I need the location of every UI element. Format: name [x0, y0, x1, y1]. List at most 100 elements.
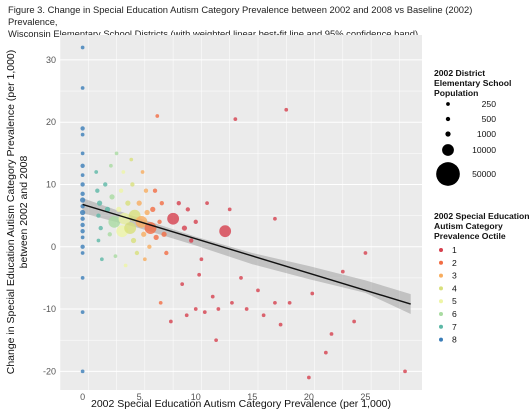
data-point: [123, 263, 128, 268]
data-point: [116, 206, 122, 213]
data-point: [136, 200, 142, 206]
color-legend-title-3: Prevalence Octile: [434, 231, 506, 241]
data-point: [130, 182, 135, 187]
y-axis-title-line-1: Change in Special Education Autism Categ…: [5, 50, 17, 375]
color-legend-dot: [439, 337, 443, 342]
data-point: [329, 332, 334, 336]
color-legend-dot: [439, 299, 443, 304]
data-point: [159, 200, 164, 206]
size-legend-title-1: 2002 District: [434, 68, 485, 78]
data-point: [202, 310, 207, 315]
color-legend-dot: [439, 286, 443, 291]
size-legend-dot: [446, 102, 450, 106]
data-point: [352, 319, 356, 324]
data-point: [152, 188, 158, 193]
color-legend-dot: [439, 248, 443, 252]
data-point: [140, 170, 145, 174]
data-point: [233, 117, 238, 121]
y-tick-label: 20: [46, 117, 56, 127]
data-point: [80, 126, 85, 131]
data-point: [98, 225, 103, 231]
data-point: [214, 338, 218, 343]
data-point: [104, 206, 111, 213]
data-point: [125, 200, 131, 206]
data-point: [403, 369, 407, 374]
data-point: [158, 300, 163, 305]
data-point: [134, 250, 140, 256]
data-point: [103, 182, 108, 187]
size-legend-dot: [445, 116, 451, 122]
data-point: [109, 163, 113, 168]
data-point: [287, 300, 292, 305]
data-point: [164, 250, 169, 256]
data-point: [94, 170, 99, 174]
data-point: [80, 173, 85, 177]
data-point: [143, 188, 149, 193]
data-point: [144, 209, 150, 216]
data-point: [176, 200, 181, 206]
color-legend-dot: [439, 260, 443, 265]
data-point: [129, 157, 134, 162]
y-tick-label: -20: [43, 366, 56, 376]
y-tick-label: 30: [46, 55, 56, 65]
data-point: [169, 319, 173, 324]
data-point: [95, 188, 100, 193]
data-point: [193, 307, 198, 311]
x-tick-label: 5: [137, 392, 142, 402]
data-point: [199, 257, 204, 262]
caption-line-1: Figure 3. Change in Special Education Au…: [8, 4, 473, 27]
data-point: [99, 257, 104, 262]
data-point: [185, 207, 191, 212]
data-point: [80, 244, 85, 249]
x-tick-label: 25: [360, 392, 370, 402]
color-legend-label: 8: [452, 335, 457, 345]
data-point: [310, 291, 315, 296]
data-point: [273, 216, 277, 221]
data-point: [244, 307, 249, 311]
data-point: [96, 238, 101, 243]
data-point: [181, 225, 188, 231]
data-point: [80, 251, 85, 255]
data-point: [80, 191, 85, 196]
data-point: [155, 114, 160, 118]
data-point: [256, 288, 260, 293]
data-point: [323, 350, 328, 355]
data-point: [278, 322, 283, 327]
size-legend-dot: [442, 144, 454, 156]
confidence-band-layer: [82, 198, 411, 315]
data-point: [147, 244, 152, 249]
data-point: [284, 107, 289, 112]
y-tick-label: -10: [43, 304, 56, 314]
color-legend-label: 4: [452, 283, 457, 293]
data-point: [197, 272, 202, 277]
data-point: [80, 369, 85, 374]
color-legend-label: 6: [452, 309, 457, 319]
data-point: [193, 219, 198, 225]
data-point: [180, 282, 185, 286]
size-legend-label: 500: [482, 114, 497, 124]
size-legend-title-2: Elementary School: [434, 78, 511, 88]
data-point: [239, 276, 243, 280]
color-legend-title-2: Autism Category: [434, 221, 503, 231]
data-point: [124, 222, 137, 234]
x-tick-label: 15: [247, 392, 257, 402]
color-legend-label: 7: [452, 322, 457, 332]
x-tick-label: 20: [304, 392, 314, 402]
x-tick-label: 10: [191, 392, 201, 402]
data-point: [109, 194, 115, 200]
data-point: [80, 222, 85, 228]
color-legend-label: 5: [452, 296, 457, 306]
data-point: [80, 86, 85, 90]
size-legend-label: 1000: [477, 129, 496, 139]
grid-lines: [59, 35, 422, 390]
data-point: [80, 151, 85, 156]
data-point: [118, 188, 124, 193]
data-point: [142, 257, 147, 262]
data-point: [80, 276, 85, 280]
caption-line-2: Wisconsin Elementary School Districts (w…: [8, 28, 419, 39]
x-axis-title: 2002 Special Education Autism Category P…: [91, 398, 391, 410]
data-point: [273, 300, 277, 305]
size-legend-label: 50000: [472, 169, 496, 179]
data-point: [219, 225, 232, 238]
